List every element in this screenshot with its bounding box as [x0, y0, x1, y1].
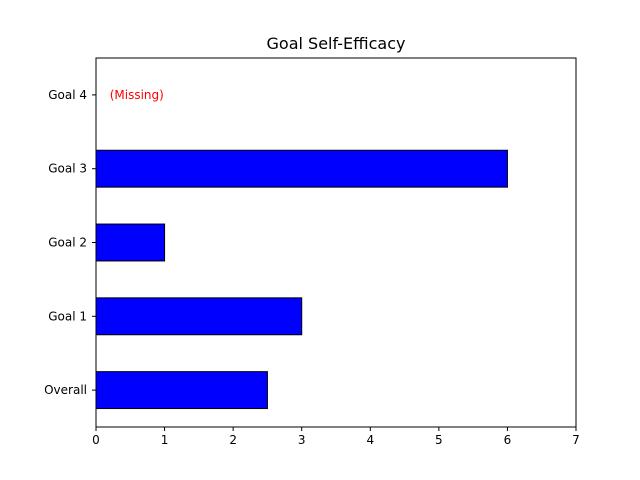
y-tick-label-goal-4: Goal 4 [48, 88, 87, 102]
x-tick-label-0: 0 [92, 433, 100, 447]
x-tick-label-7: 7 [572, 433, 580, 447]
x-tick-label-6: 6 [504, 433, 512, 447]
annotations-group: (Missing) [110, 88, 164, 102]
x-tick-label-5: 5 [435, 433, 443, 447]
x-tick-label-4: 4 [366, 433, 374, 447]
chart-title: Goal Self-Efficacy [267, 34, 406, 53]
y-tick-label-goal-2: Goal 2 [48, 236, 87, 250]
plot-frame [95, 57, 577, 428]
x-tick-label-2: 2 [229, 433, 237, 447]
missing-annotation: (Missing) [110, 88, 164, 102]
y-tick-label-goal-3: Goal 3 [48, 162, 87, 176]
bar-goal-2 [95, 223, 166, 262]
plot-area [96, 58, 576, 427]
y-axis: Overall Goal 1 Goal 2 Goal 3 Goal 4 [44, 88, 96, 397]
y-tick-label-goal-1: Goal 1 [48, 309, 87, 323]
y-tick-label-overall: Overall [44, 383, 87, 397]
x-axis: 0 1 2 3 4 5 6 7 [92, 427, 580, 447]
x-tick-label-1: 1 [161, 433, 169, 447]
bars-group [95, 149, 508, 410]
bar-goal-3 [95, 149, 508, 188]
x-tick-label-3: 3 [298, 433, 306, 447]
bar-overall [95, 371, 268, 410]
bar-goal-1 [95, 297, 303, 336]
